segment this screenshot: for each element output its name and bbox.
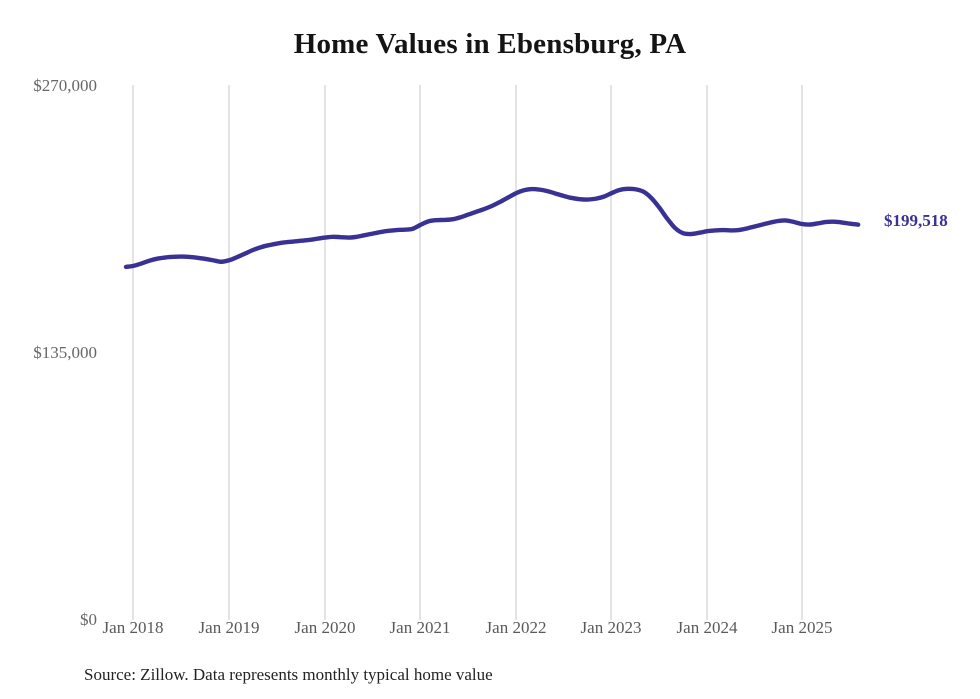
y-tick-label-2: $0	[80, 610, 97, 629]
x-tick-label-1: Jan 2019	[198, 618, 260, 637]
x-tick-label-2: Jan 2020	[294, 618, 356, 637]
y-tick-label-1: $135,000	[33, 343, 97, 362]
x-tick-label-3: Jan 2021	[389, 618, 451, 637]
home-value-line	[123, 186, 861, 270]
x-tick-label-5: Jan 2023	[580, 618, 642, 637]
x-tick-label-4: Jan 2022	[485, 618, 547, 637]
x-tick-label-7: Jan 2025	[771, 618, 833, 637]
vertical-gridlines	[132, 85, 803, 620]
source-note: Source: Zillow. Data represents monthly …	[84, 665, 493, 684]
x-tick-label-0: Jan 2018	[102, 618, 164, 637]
end-value-label: $199,518	[884, 211, 948, 230]
y-tick-label-0: $270,000	[33, 76, 97, 95]
x-tick-label-6: Jan 2024	[676, 618, 738, 637]
page-title: Home Values in Ebensburg, PA	[293, 28, 687, 60]
